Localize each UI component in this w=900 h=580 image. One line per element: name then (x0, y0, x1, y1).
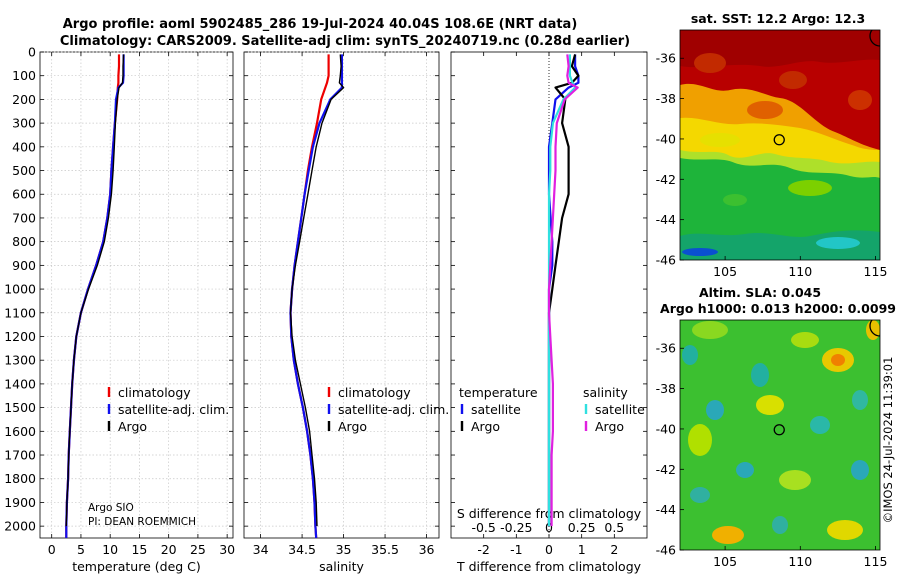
map-y-tick-label: -36 (656, 341, 676, 356)
y-tick-label: 800 (12, 234, 36, 249)
map-y-tick-label: -42 (656, 462, 676, 477)
y-tick-label: 1700 (4, 448, 36, 463)
legend-label: satellite (595, 402, 645, 417)
x-tick-label: 0 (48, 542, 56, 557)
top-tick-label: 0.25 (568, 520, 596, 535)
map-x-tick-label: 105 (713, 264, 737, 279)
series-line-argo (65, 54, 125, 527)
legend-title: temperature (459, 385, 538, 400)
y-tick-label: 0 (28, 45, 36, 60)
x-axis-label: T difference from climatology (456, 559, 642, 574)
map-y-tick-label: -38 (656, 91, 676, 106)
x-tick-label: -1 (510, 542, 522, 557)
x-tick-label: 5 (77, 542, 85, 557)
y-tick-label: 1800 (4, 471, 36, 486)
map-y-tick-label: -46 (656, 543, 676, 558)
y-tick-label: 1400 (4, 376, 36, 391)
y-tick-label: 1000 (4, 282, 36, 297)
map-x-tick-label: 110 (788, 264, 812, 279)
legend-label: Argo (595, 419, 624, 434)
argo-position-marker (773, 424, 785, 436)
x-axis-label: temperature (deg C) (72, 559, 201, 574)
map-y-tick-label: -42 (656, 172, 676, 187)
x-tick-label: 2 (610, 542, 618, 557)
y-tick-label: 1600 (4, 424, 36, 439)
x-tick-label: 0 (545, 542, 553, 557)
figure-title-2: Climatology: CARS2009. Satellite-adj cli… (60, 34, 630, 49)
imos-credit: ©IMOS 24-Jul-2024 11:39:01 (881, 357, 895, 524)
argo-position-marker (773, 134, 785, 146)
y-tick-label: 1100 (4, 305, 36, 320)
x-tick-label: 10 (102, 542, 118, 557)
sla-map-image (680, 320, 880, 550)
legend-label: climatology (338, 385, 411, 400)
top-tick-label: -0.25 (500, 520, 532, 535)
sst-map-title: sat. SST: 12.2 Argo: 12.3 (691, 11, 865, 26)
y-tick-label: 200 (12, 92, 36, 107)
map-x-tick-label: 115 (864, 554, 888, 569)
top-tick-label: 0.5 (604, 520, 624, 535)
legend-label: satellite (471, 402, 521, 417)
x-tick-label: 35 (336, 542, 352, 557)
top-tick-label: -0.5 (471, 520, 495, 535)
series-line-satellite-adj-clim- (289, 54, 343, 539)
x-tick-label: 1 (578, 542, 586, 557)
x-tick-label: 36 (419, 542, 435, 557)
y-tick-label: 1900 (4, 495, 36, 510)
map-y-tick-label: -38 (656, 381, 676, 396)
legend-label: Argo (338, 419, 367, 434)
argo-institution: Argo SIO (88, 502, 134, 514)
x-tick-label: 15 (131, 542, 147, 557)
y-tick-label: 900 (12, 258, 36, 273)
y-tick-label: 1300 (4, 353, 36, 368)
series-line-s-argo (547, 54, 579, 527)
map-x-tick-label: 105 (713, 554, 737, 569)
y-tick-label: 1200 (4, 329, 36, 344)
legend-label: Argo (118, 419, 147, 434)
x-axis-label: salinity (319, 559, 364, 574)
sst-map-panel: sat. SST: 12.2 Argo: 12.3 105 110 115 -36 -3… (656, 11, 888, 279)
y-tick-label: 700 (12, 210, 36, 225)
legend-label: Argo (471, 419, 500, 434)
figure-title-1: Argo profile: aoml 5902485_286 19-Jul-20… (63, 17, 578, 32)
legend-label: climatology (118, 385, 191, 400)
difference-panel: -2 -1 0 1 2-0.5 -0.25 0 0.25 0.5S difference fro… (450, 51, 648, 574)
sla-map-title: Altim. SLA: 0.045 (699, 285, 821, 300)
argo-pi: PI: DEAN ROEMMICH (88, 516, 196, 528)
map-y-tick-label: -46 (656, 253, 676, 268)
map-y-tick-label: -40 (656, 421, 676, 436)
map-y-tick-label: -36 (656, 51, 676, 66)
salinity-panel: 34 34.5 35 35.5 36 salinity climatology satelli… (243, 51, 449, 574)
x-tick-label: 35.5 (371, 542, 399, 557)
legend-title: salinity (583, 385, 628, 400)
map-y-tick-label: -44 (656, 502, 676, 517)
y-tick-label: 100 (12, 68, 36, 83)
y-tick-label: 300 (12, 116, 36, 131)
y-tick-label: 500 (12, 163, 36, 178)
x-tick-label: -2 (477, 542, 489, 557)
sla-map-subtitle: Argo h1000: 0.013 h2000: 0.0099 (660, 301, 896, 316)
y-tick-label: 400 (12, 139, 36, 154)
x-tick-label: 34 (253, 542, 269, 557)
series-line-argo (289, 54, 345, 527)
map-x-tick-label: 115 (864, 264, 888, 279)
x-tick-label: 30 (219, 542, 235, 557)
x-tick-label: 34.5 (288, 542, 316, 557)
sla-map-panel: Altim. SLA: 0.045 Argo h1000: 0.013 h200… (656, 285, 896, 569)
map-y-tick-label: -44 (656, 212, 676, 227)
temperature-panel: 0100200300400500600700800900100011001200… (4, 45, 235, 575)
map-x-tick-label: 110 (788, 554, 812, 569)
x-tick-label: 25 (190, 542, 206, 557)
y-tick-label: 2000 (4, 519, 36, 534)
legend-label: satellite-adj. clim. (338, 402, 449, 417)
legend-label: satellite-adj. clim. (118, 402, 229, 417)
y-tick-label: 1500 (4, 400, 36, 415)
map-y-tick-label: -40 (656, 131, 676, 146)
x-tick-label: 20 (161, 542, 177, 557)
top-tick-label: 0 (545, 520, 553, 535)
sst-map-image (680, 30, 880, 260)
y-tick-label: 600 (12, 187, 36, 202)
